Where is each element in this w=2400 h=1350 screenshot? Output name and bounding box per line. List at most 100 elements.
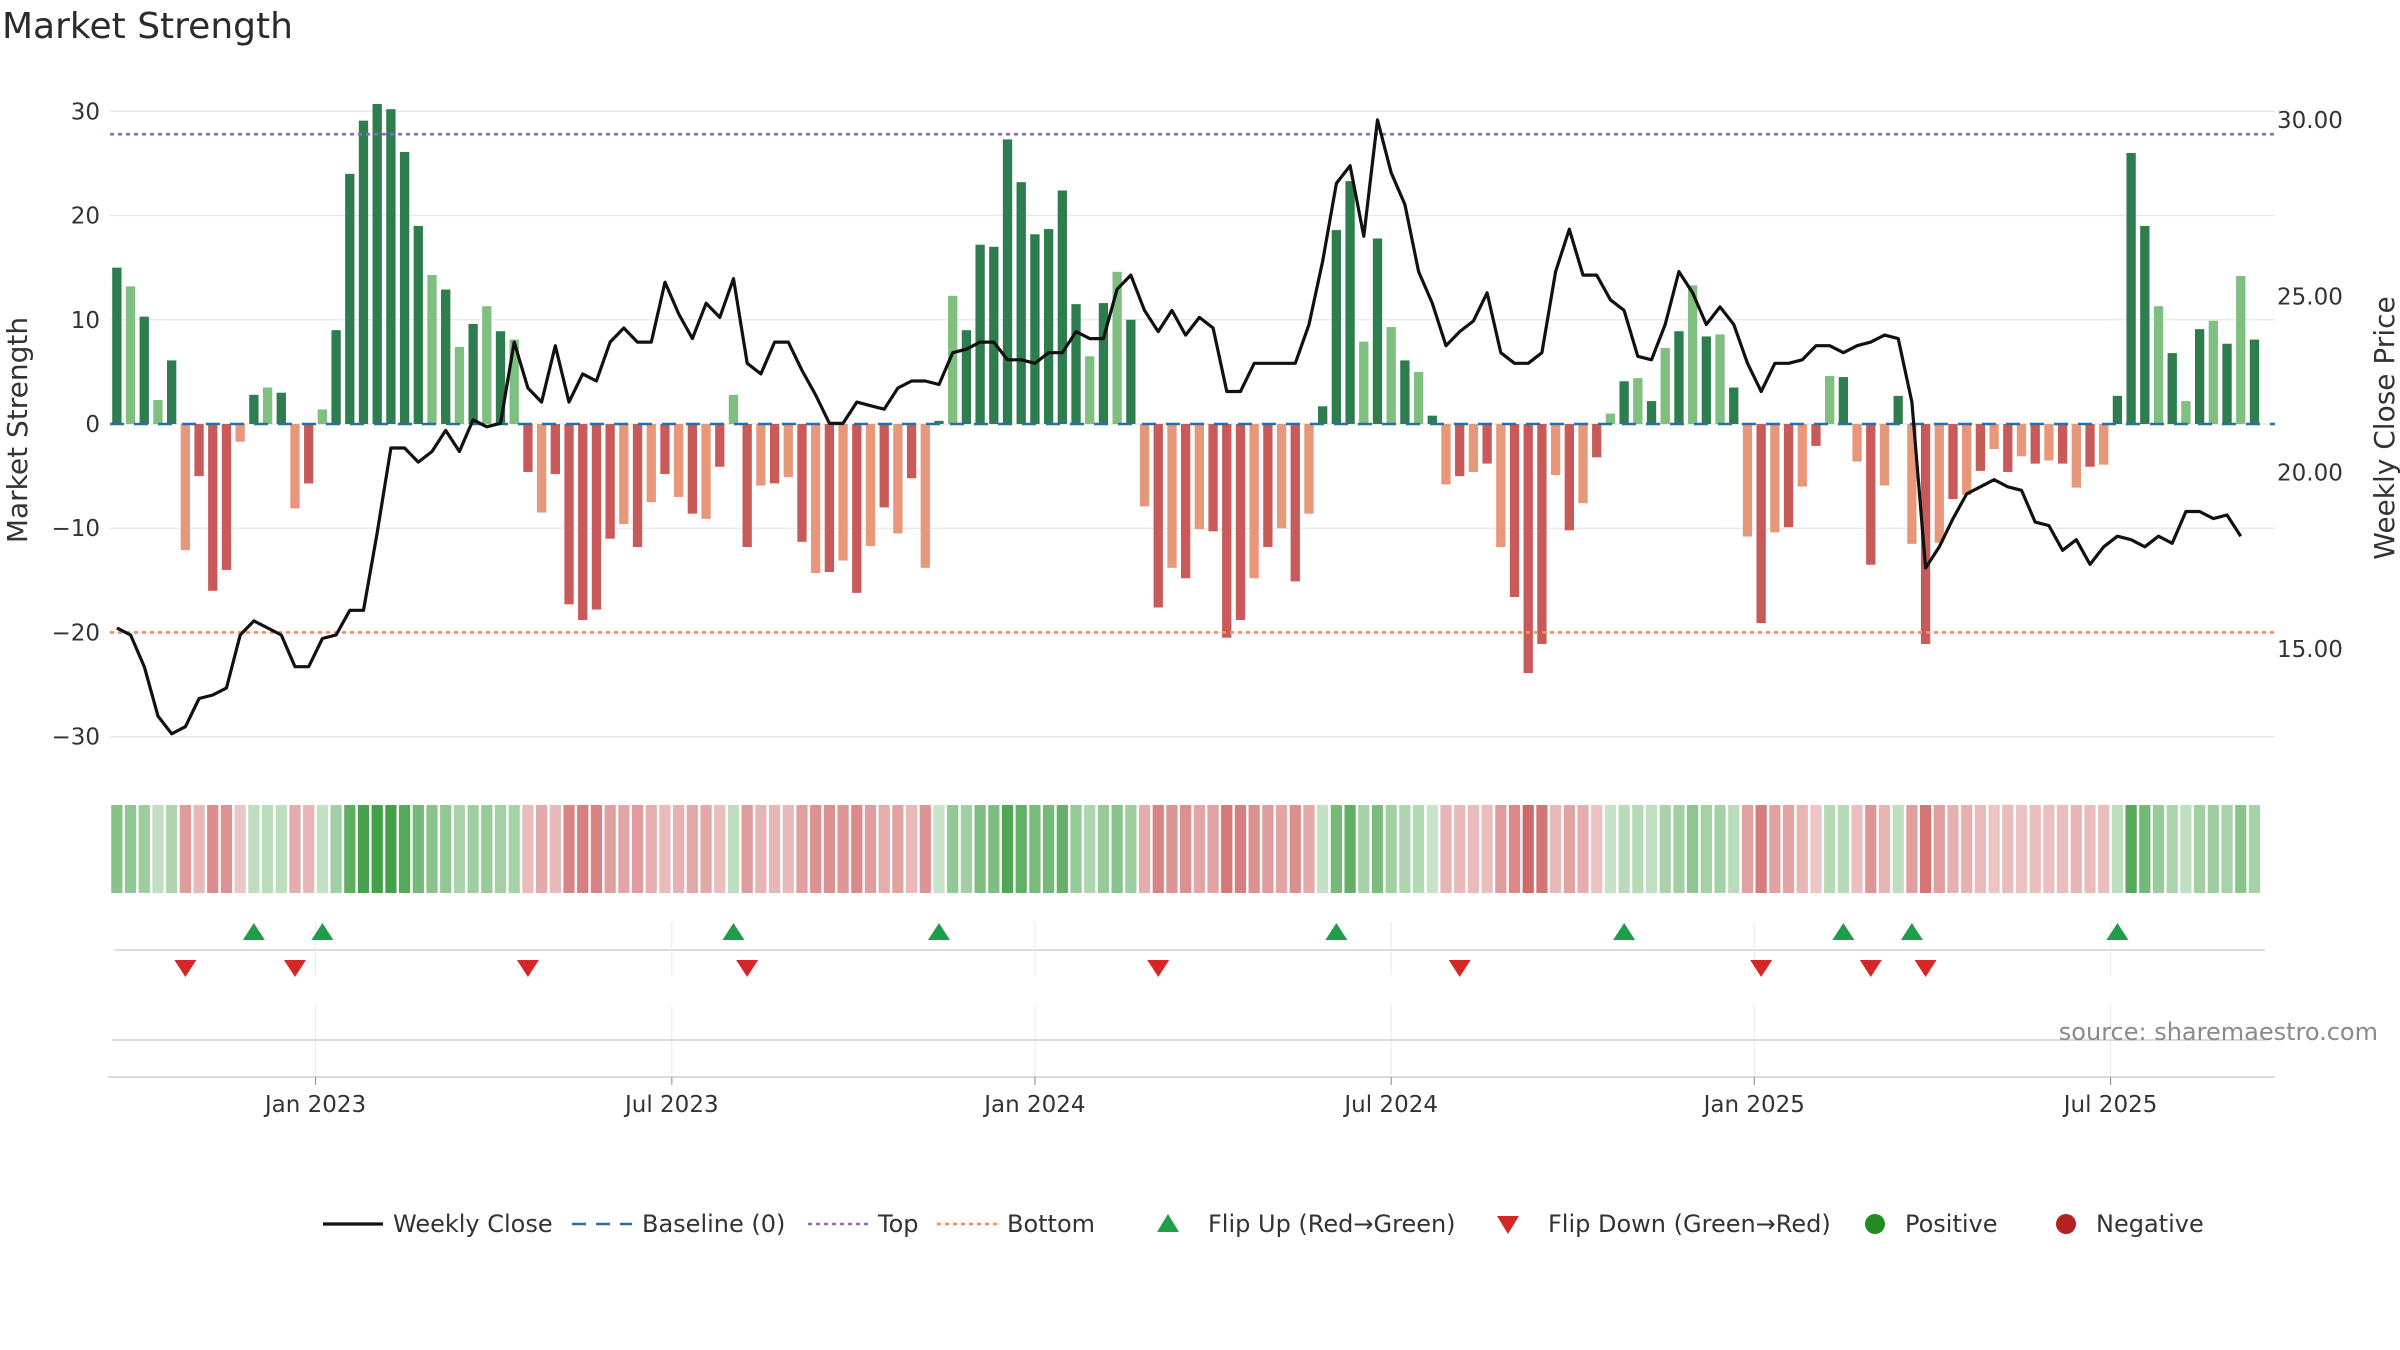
legend-label: Top — [877, 1210, 919, 1238]
legend-label: Positive — [1905, 1210, 1998, 1238]
strength-bar — [550, 424, 560, 475]
strip-cell — [261, 805, 274, 893]
strip-cell — [741, 805, 753, 893]
y-axis-label: Market Strength — [1, 317, 34, 543]
strength-bar — [1496, 424, 1506, 548]
strip-cell — [303, 805, 315, 893]
y-tick-label: 30 — [71, 99, 100, 125]
y-tick-label: −20 — [51, 620, 100, 646]
strength-bar — [934, 420, 944, 424]
strip-cell — [851, 805, 863, 893]
flip-up-marker — [1325, 923, 1348, 940]
strip-cell — [1851, 805, 1863, 893]
strip-cell — [1262, 805, 1274, 893]
strip-cell — [1522, 805, 1534, 893]
strength-bar — [1386, 327, 1396, 424]
strip-cell — [686, 805, 698, 893]
strength-bar — [591, 424, 602, 610]
strength-bar — [715, 424, 725, 467]
strength-bar — [1249, 424, 1259, 579]
strength-bar — [112, 267, 122, 424]
strength-bar — [1085, 356, 1095, 424]
strength-bar — [2071, 424, 2081, 488]
strip-cell — [1111, 805, 1123, 893]
strip-cell — [782, 805, 794, 893]
strip-cell — [207, 805, 219, 893]
strip-cell — [1125, 805, 1137, 893]
flip-up-marker — [242, 923, 265, 940]
strength-bar — [1756, 424, 1766, 624]
strength-bar — [728, 394, 739, 424]
y2-tick-label: 20.00 — [2277, 461, 2343, 487]
strip-cell — [2070, 805, 2082, 893]
strength-bar — [1167, 424, 1177, 568]
strength-bar — [1838, 377, 1849, 424]
strip-cell — [2084, 805, 2096, 893]
strength-bar — [1318, 406, 1328, 424]
strength-bar — [2222, 343, 2232, 424]
strength-bar — [2126, 152, 2136, 424]
y-axis-left: 30 20 10 0 −10 −20 −30 — [51, 99, 100, 750]
strip-cell — [1837, 805, 1849, 893]
x-tick-label: Jan 2025 — [1702, 1092, 1805, 1118]
x-axis: Jan 2023 Jul 2023 Jan 2024 Jul 2024 Jan 2025… — [108, 1005, 2275, 1118]
strength-bar — [2003, 424, 2013, 472]
strip-cell — [1495, 805, 1507, 893]
strength-bar — [1455, 424, 1465, 477]
strip-cell — [673, 805, 685, 893]
strip-cell — [1221, 805, 1233, 893]
strength-bar — [1893, 395, 1903, 424]
strip-cell — [1714, 805, 1726, 893]
strength-bar — [358, 120, 369, 425]
strip-cell — [590, 805, 603, 893]
strength-bar — [1372, 238, 1383, 424]
strength-bar — [1427, 415, 1437, 424]
strength-bar — [578, 424, 588, 620]
strip-cell — [919, 805, 931, 893]
strip-cell — [1947, 805, 1959, 893]
legend-label: Bottom — [1007, 1210, 1095, 1238]
strip-cell — [2015, 805, 2028, 893]
strength-bar — [1468, 424, 1479, 472]
strength-bar — [2208, 320, 2218, 424]
strength-bar — [2099, 424, 2109, 465]
strip-cell — [193, 805, 205, 893]
strength-bar — [1920, 424, 1931, 644]
strip-cell — [1618, 805, 1630, 893]
strip-cell — [1919, 805, 1932, 893]
strength-bar — [1742, 424, 1753, 537]
strength-bar — [1112, 271, 1122, 424]
strength-bar — [1592, 424, 1602, 458]
strip-cell — [2248, 805, 2261, 893]
flip-down-marker — [1859, 960, 1882, 977]
strength-bar — [1564, 424, 1574, 531]
strength-bar — [1975, 424, 1986, 471]
strip-cell — [1974, 805, 1987, 893]
strip-cell — [1152, 805, 1164, 893]
strip-cell — [878, 805, 890, 893]
strip-cell — [1001, 805, 1014, 893]
strength-bar — [331, 330, 341, 424]
strength-bar — [1482, 424, 1492, 464]
strength-bar — [1194, 424, 1205, 530]
strip-cell — [1303, 805, 1315, 893]
flip-up-marker — [1832, 923, 1855, 940]
strength-bar — [1126, 319, 1136, 424]
strength-bar — [701, 424, 711, 519]
strength-bar — [2112, 395, 2123, 424]
strength-bar — [2044, 424, 2054, 461]
strength-bar — [673, 424, 684, 497]
strength-bar — [372, 103, 382, 424]
strength-bar — [1934, 424, 1944, 543]
strip-cell — [1289, 805, 1301, 893]
strip-cell — [467, 805, 479, 893]
strip-cell — [905, 805, 918, 893]
strip-cell — [1371, 805, 1384, 893]
source-credit: source: sharemaestro.com — [2059, 1018, 2378, 1046]
strip-cell — [1906, 805, 1918, 893]
strength-bar — [1400, 360, 1410, 424]
strength-bar — [2057, 424, 2068, 464]
strip-cell — [1563, 805, 1575, 893]
flip-down-marker — [1448, 960, 1471, 977]
strength-bar — [208, 424, 218, 591]
